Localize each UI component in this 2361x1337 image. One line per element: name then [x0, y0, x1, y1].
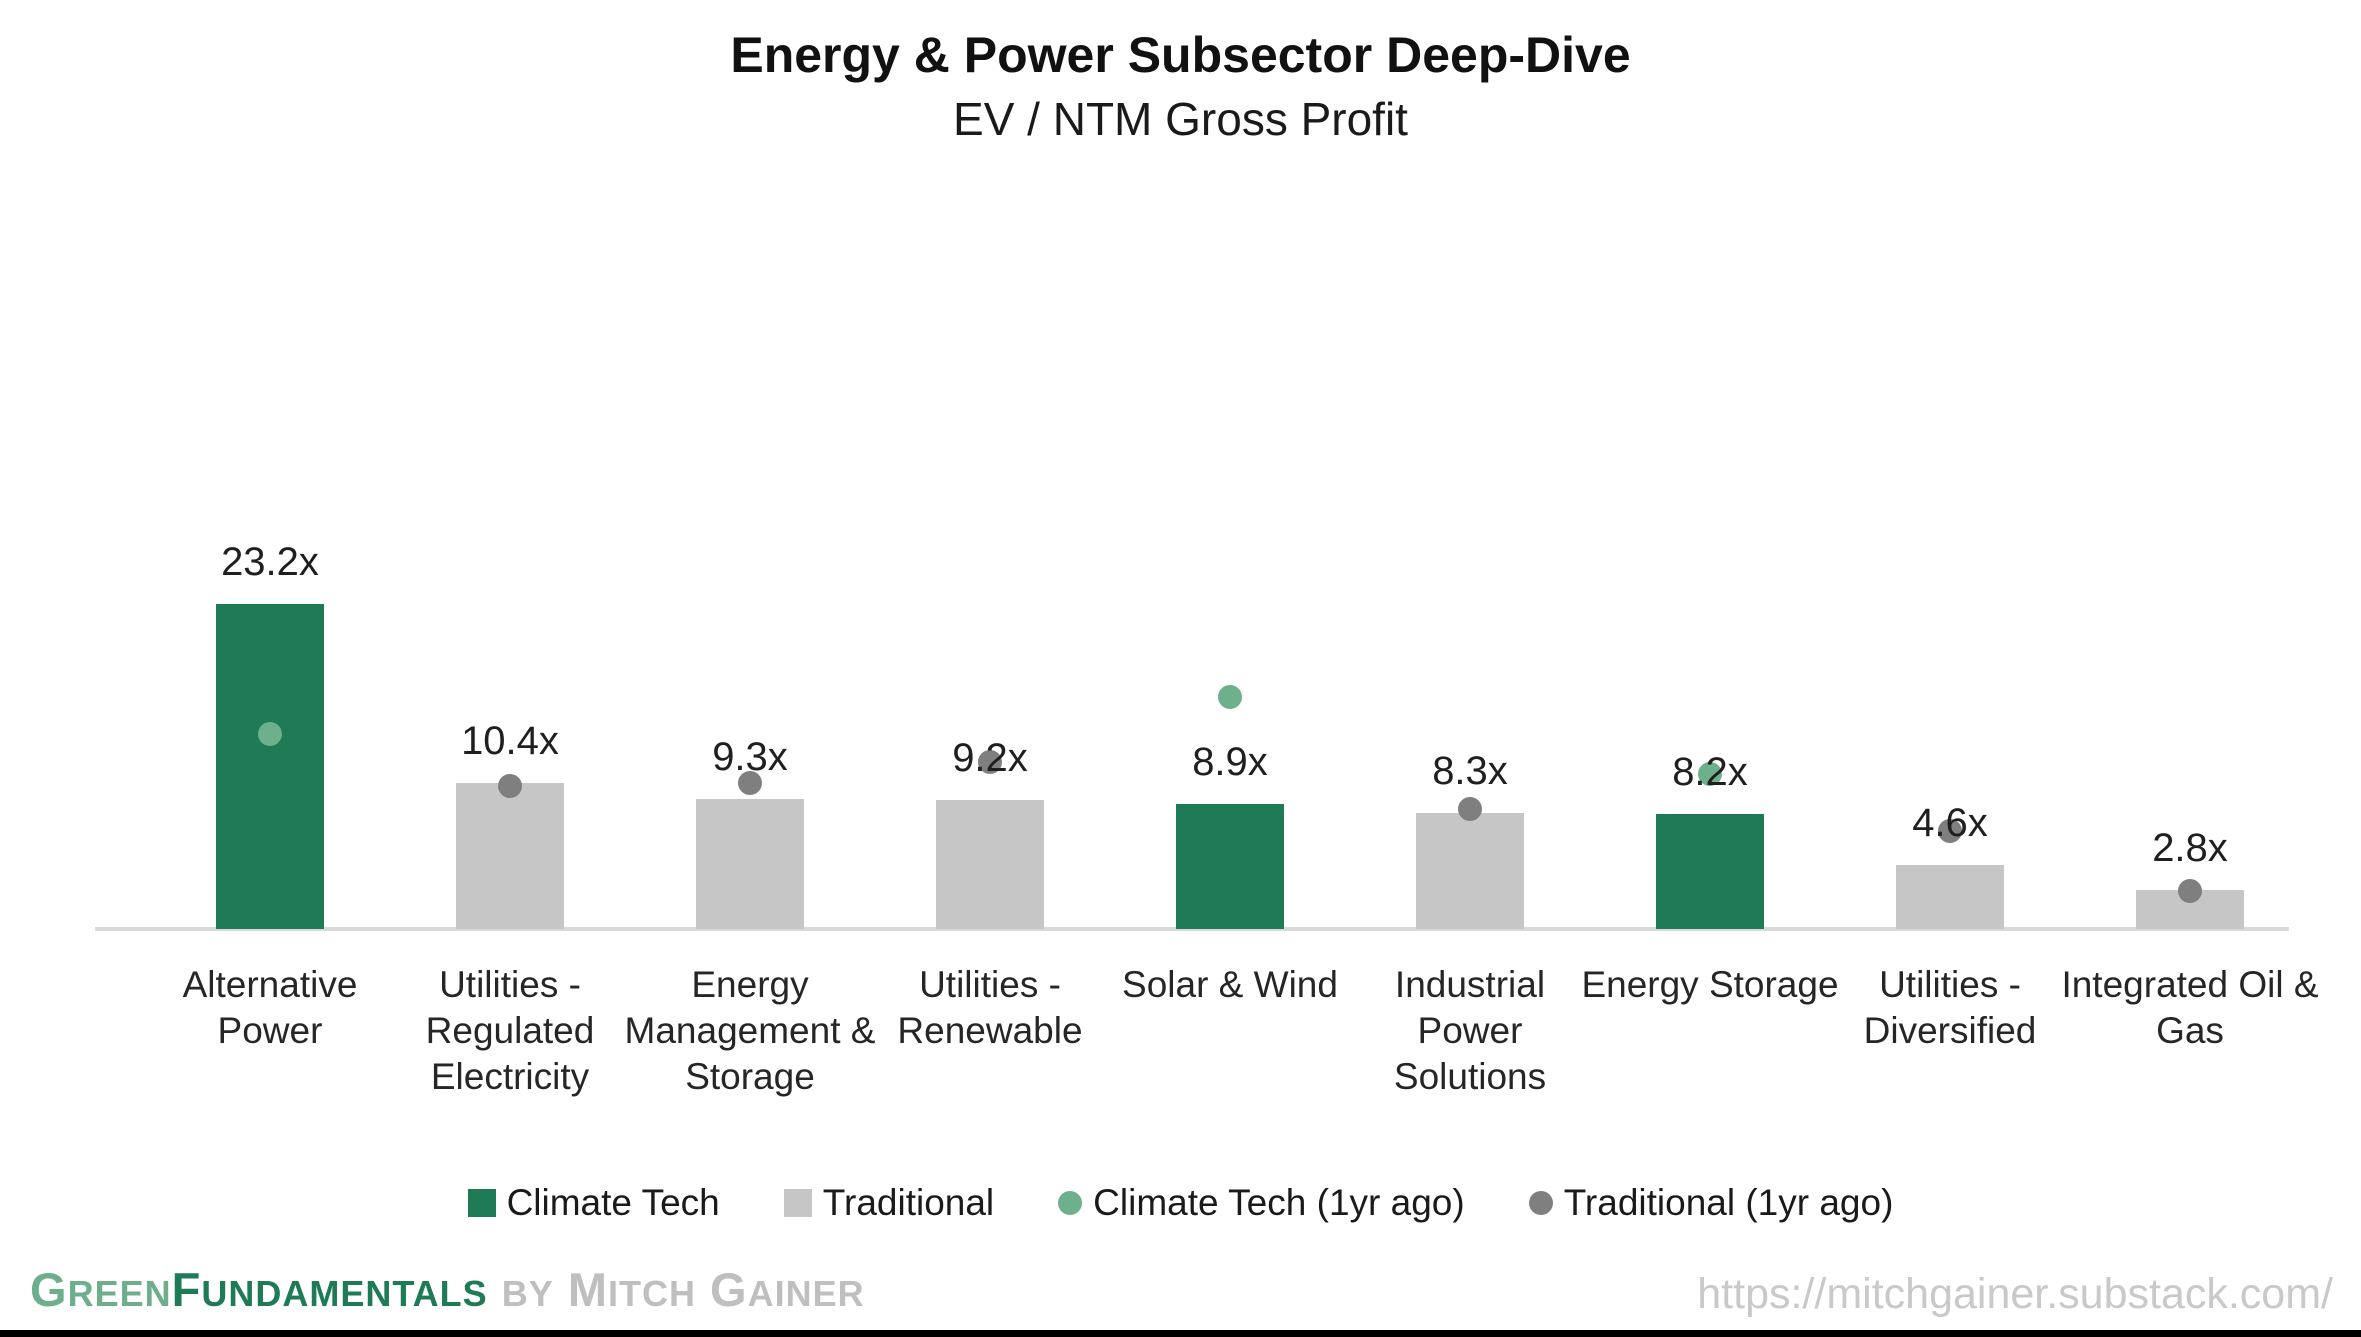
bar-value-label: 9.3x [712, 735, 788, 779]
bar-value-label: 8.9x [1192, 740, 1268, 784]
legend-item: Traditional [783, 1182, 995, 1224]
category-label: Utilities - Renewable [897, 964, 1083, 1051]
bar-climate-tech [1176, 804, 1284, 929]
footer-url: https://mitchgainer.substack.com/ [1697, 1270, 2333, 1318]
legend-item: Climate Tech [467, 1182, 720, 1224]
prev-year-dot [738, 771, 762, 796]
bar-climate-tech [216, 604, 324, 929]
prev-year-dot [1458, 796, 1482, 821]
chart-title: Energy & Power Subsector Deep-Dive [730, 27, 1631, 83]
legend-item: Traditional (1yr ago) [1528, 1182, 1894, 1224]
x-axis-line [95, 927, 2289, 931]
prev-year-dot [1218, 684, 1242, 709]
legend-circle-marker [1528, 1191, 1553, 1215]
legend-circle-marker [1058, 1191, 1083, 1215]
bar-value-label: 23.2x [221, 540, 319, 584]
bar-traditional [1896, 865, 2004, 929]
bar-traditional [696, 799, 804, 929]
category-label: Alternative Power [182, 964, 358, 1051]
legend-label: Traditional (1yr ago) [1563, 1182, 1894, 1223]
prev-year-dot [1938, 819, 1962, 843]
brand-text-segment: Fundamentals [171, 1263, 488, 1316]
bar-value-label: 8.2x [1672, 750, 1748, 794]
bar-traditional [456, 783, 564, 929]
bar-value-label: 4.6x [1912, 801, 1988, 845]
bar-value-label: 2.8x [2152, 826, 2228, 870]
prev-year-dot [258, 722, 282, 747]
category-label: Integrated Oil & Gas [2061, 964, 2319, 1051]
category-label: Solar & Wind [1122, 964, 1338, 1005]
legend-label: Climate Tech [506, 1182, 720, 1223]
brand-text-segment: Green [30, 1263, 172, 1316]
bar-traditional [936, 800, 1044, 929]
category-label: Energy Storage [1581, 964, 1839, 1005]
prev-year-dot [978, 750, 1002, 775]
bar-climate-tech [1656, 814, 1764, 929]
brand-text-segment: by Mitch Gainer [501, 1263, 865, 1316]
legend-square-marker [783, 1189, 812, 1217]
bar-traditional [1416, 813, 1524, 929]
bottom-border [0, 1330, 2361, 1337]
category-label: Energy Management & Storage [624, 964, 876, 1097]
legend-item: Climate Tech (1yr ago) [1058, 1182, 1465, 1224]
legend-square-marker [467, 1189, 496, 1217]
chart-legend: Climate Tech Traditional Climate Tech (1yr… [0, 1182, 2361, 1224]
prev-year-dot [498, 774, 522, 799]
chart-subtitle: EV / NTM Gross Profit [953, 93, 1408, 145]
prev-year-dot [2178, 879, 2202, 904]
category-label: Utilities - Diversified [1863, 964, 2037, 1051]
legend-label: Traditional [822, 1182, 995, 1223]
bar-value-label: 9.2x [952, 736, 1028, 780]
category-label: Utilities - Regulated Electricity [425, 964, 595, 1097]
prev-year-dot [1698, 761, 1722, 786]
category-label: Industrial Power Solutions [1393, 964, 1547, 1097]
bar-value-label: 8.3x [1432, 749, 1508, 793]
bar-value-label: 10.4x [461, 719, 559, 763]
legend-label: Climate Tech (1yr ago) [1093, 1182, 1465, 1223]
brand-logo: GreenFundamentals by Mitch Gainer [30, 1262, 865, 1317]
